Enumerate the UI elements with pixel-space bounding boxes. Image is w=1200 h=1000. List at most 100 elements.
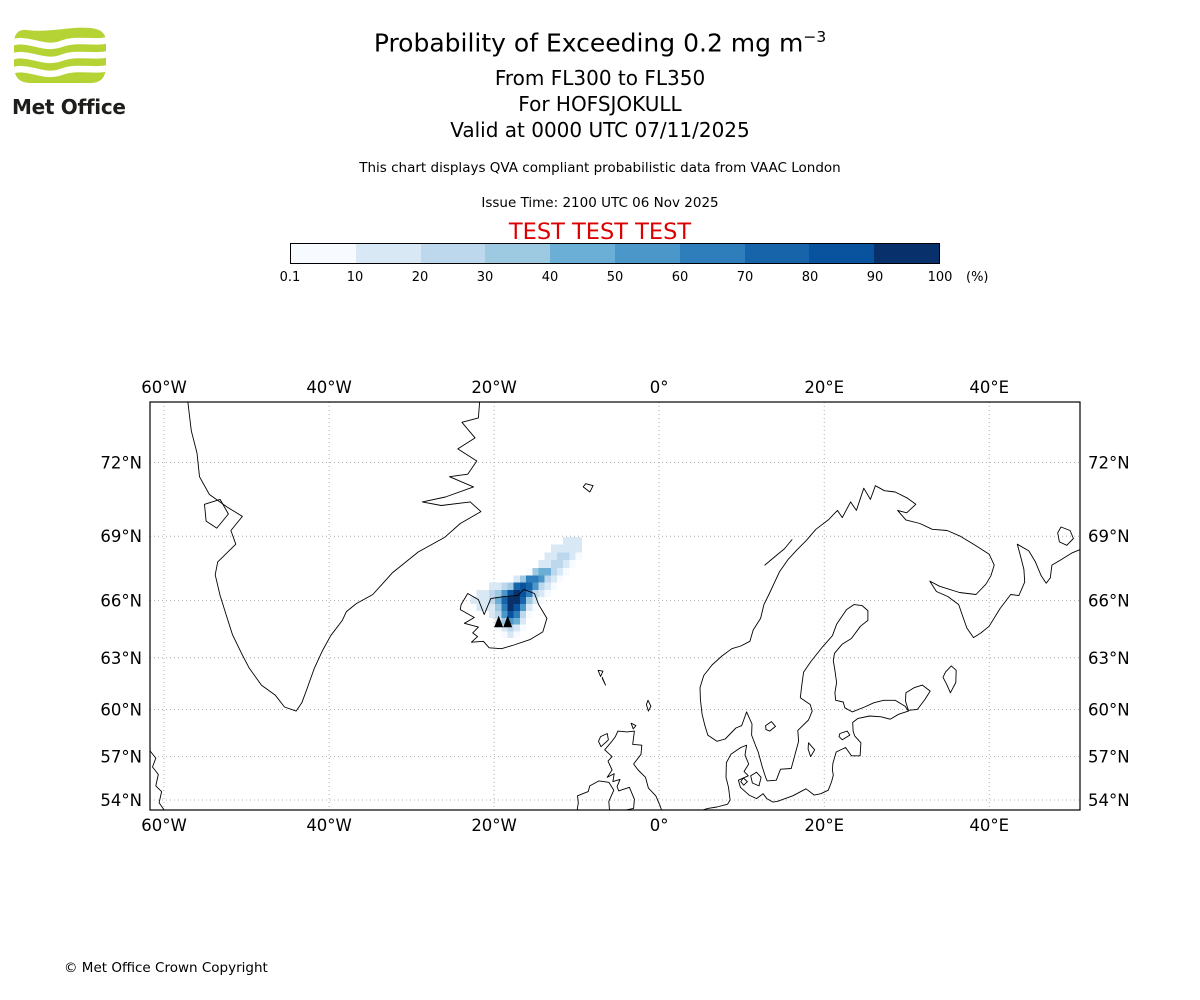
probability-cell: [507, 597, 514, 605]
coastline-europe-mainland: [699, 485, 1080, 810]
coastline-orkney: [630, 722, 637, 730]
lon-tick-label: 60°W: [141, 378, 187, 397]
probability-cell: [569, 560, 576, 568]
probability-cell: [507, 604, 514, 612]
probability-cell: [569, 536, 576, 545]
lat-tick-label: 63°N: [1088, 649, 1130, 668]
lon-tick-label: 40°W: [306, 816, 352, 835]
colorbar-segment: [614, 244, 680, 263]
probability-cell: [507, 582, 514, 590]
probability-cell: [569, 552, 576, 561]
probability-cell: [513, 611, 520, 618]
probability-cell: [476, 597, 483, 605]
coastline-faroe-north: [597, 669, 604, 677]
copyright-footer: © Met Office Crown Copyright: [64, 960, 268, 976]
coastline-disko-island: [204, 498, 229, 529]
probability-cell: [501, 624, 508, 632]
probability-cell: [507, 617, 514, 625]
probability-cell: [526, 582, 533, 590]
lon-tick-label: 60°W: [141, 816, 187, 835]
probability-cell: [501, 589, 508, 598]
lon-tick-label: 20°E: [804, 378, 844, 397]
coastline-lofoten: [764, 539, 793, 566]
colorbar-segment: [679, 244, 745, 263]
probability-cell: [519, 597, 527, 605]
probability-cell: [488, 589, 496, 598]
probability-cell: [501, 582, 508, 590]
coastline-lake-onega: [942, 665, 957, 694]
colorbar-tick-label: 40: [541, 270, 559, 285]
colorbar-tick-label: 60: [671, 270, 689, 285]
probability-cell: [482, 589, 489, 598]
probability-cell: [544, 575, 551, 583]
volcano-name-line: For HOFSJOKULL: [518, 92, 682, 117]
probability-cell: [519, 582, 527, 590]
lat-tick-label: 54°N: [1088, 791, 1130, 810]
coastline-kolguyev-island: [1057, 526, 1074, 546]
logo-wave-line: [14, 49, 107, 63]
lon-tick-label: 40°E: [969, 378, 1009, 397]
coastline-hebrides: [598, 733, 609, 748]
probability-cell: [557, 560, 564, 568]
probability-cell: [501, 617, 508, 625]
probability-cell: [532, 604, 539, 612]
logo-wave-line: [14, 35, 107, 49]
probability-cell: [507, 589, 514, 598]
lat-tick-label: 69°N: [1088, 527, 1130, 546]
coastline-jan-mayen: [582, 483, 594, 493]
issue-time-line: Issue Time: 2100 UTC 06 Nov 2025: [481, 195, 719, 212]
probability-cell: [488, 582, 496, 590]
lat-tick-label: 63°N: [100, 649, 142, 668]
colorbar-gradient-bar: [290, 243, 940, 264]
probability-cell: [544, 567, 551, 576]
probability-cell: [532, 597, 539, 605]
lon-tick-label: 0°: [650, 378, 669, 397]
coastline-lake-vanern: [765, 721, 776, 732]
probability-cell: [507, 631, 514, 639]
probability-cell: [563, 560, 570, 568]
probability-cell: [526, 611, 533, 618]
probability-cell: [519, 604, 527, 612]
probability-cell: [482, 597, 489, 605]
qva-compliance-note: This chart displays QVA compliant probab…: [359, 160, 841, 177]
colorbar-tick-label: 90: [866, 270, 884, 285]
lon-tick-label: 20°W: [471, 816, 517, 835]
lon-tick-label: 20°E: [804, 816, 844, 835]
coastline-great-britain: [604, 730, 663, 810]
coastline-layer: [150, 402, 1080, 810]
probability-cell: [495, 624, 502, 632]
lat-tick-label: 60°N: [100, 700, 142, 719]
colorbar-segment: [420, 244, 486, 263]
test-banner: TEST TEST TEST: [508, 219, 692, 246]
probability-cell: [513, 617, 520, 625]
chart-title-exponent: −3: [803, 28, 827, 46]
probability-cell: [557, 575, 564, 583]
probability-cell: [532, 567, 539, 576]
colorbar-segment: [809, 244, 875, 263]
probability-cell: [544, 560, 551, 568]
graticule-layer: [150, 402, 1080, 810]
chart-title-main: Probability of Exceeding 0.2 mg m: [373, 28, 804, 58]
lat-tick-label: 57°N: [100, 748, 142, 767]
chart-title: Probability of Exceeding 0.2 mg m−3: [0, 28, 1200, 57]
colorbar-segment: [744, 244, 810, 263]
met-office-logo-graphic: [14, 27, 107, 84]
lat-tick-label: 57°N: [1088, 748, 1130, 767]
probability-cell: [519, 589, 527, 598]
probability-cell: [513, 597, 520, 605]
coastline-funen: [740, 777, 748, 786]
probability-cell: [532, 589, 539, 598]
colorbar-segment: [874, 244, 939, 263]
probability-cell: [519, 611, 527, 618]
probability-cell: [476, 604, 483, 612]
lat-tick-label: 54°N: [100, 791, 142, 810]
coastline-greenland: [187, 402, 482, 712]
probability-cell: [526, 567, 533, 576]
colorbar-tick-label: 0.1: [279, 270, 301, 285]
colorbar-tick-label: 70: [736, 270, 754, 285]
coastline-zealand: [750, 771, 762, 787]
probability-cell: [550, 552, 558, 561]
lon-tick-label: 40°E: [969, 816, 1009, 835]
probability-cell: [563, 544, 570, 553]
